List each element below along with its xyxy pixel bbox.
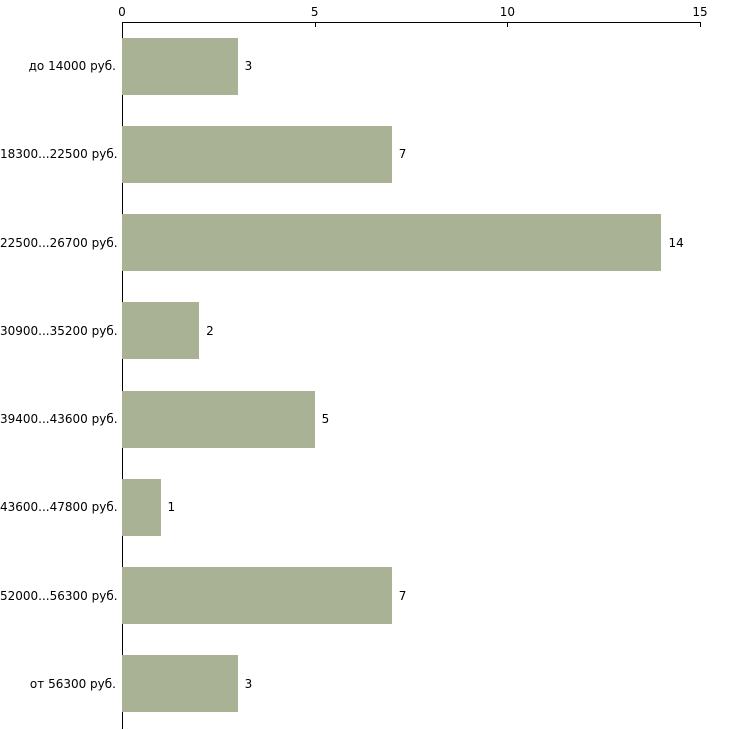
category-label: до 14000 руб. (28, 59, 116, 74)
bar (122, 655, 238, 713)
bar (122, 302, 200, 360)
value-label: 3 (244, 676, 253, 691)
x-tick-label: 5 (310, 5, 319, 19)
y-axis-line (122, 22, 123, 729)
bar-row: 18300...22500 руб. 7 (0, 110, 730, 198)
bar (122, 478, 161, 536)
value-label: 7 (398, 588, 407, 603)
x-axis-line (122, 22, 701, 23)
category-label: 52000...56300 руб. (0, 588, 118, 603)
bar (122, 567, 392, 625)
bar-row: 43600...47800 руб. 1 (0, 463, 730, 551)
bar-row: 39400...43600 руб. 5 (0, 375, 730, 463)
category-label: 22500...26700 руб. (0, 235, 118, 250)
bar-row: 52000...56300 руб. 7 (0, 552, 730, 640)
bar-row: 22500...26700 руб. 14 (0, 199, 730, 287)
x-tick-label: 15 (692, 5, 708, 19)
category-label: 18300...22500 руб. (0, 147, 118, 162)
bar-row: от 56300 руб. 3 (0, 640, 730, 728)
x-tick-label: 10 (499, 5, 515, 19)
bar (122, 125, 392, 183)
category-label: от 56300 руб. (29, 676, 116, 691)
x-tick-mark (314, 22, 316, 27)
category-label: 30900...35200 руб. (0, 323, 118, 338)
category-label: 39400...43600 руб. (0, 412, 118, 427)
x-tick-mark (507, 22, 509, 27)
x-tick-mark (700, 22, 701, 27)
bar (122, 214, 662, 272)
x-tick-label: 0 (118, 5, 126, 19)
value-label: 14 (668, 235, 684, 250)
bar-row: 30900...35200 руб. 2 (0, 287, 730, 375)
bar-row: до 14000 руб. 3 (0, 22, 730, 110)
value-label: 3 (244, 59, 253, 74)
bar-rows: до 14000 руб. 3 18300...22500 руб. 7 22500..… (0, 22, 730, 728)
bar (122, 37, 238, 95)
bar (122, 390, 315, 448)
x-tick-mark (122, 22, 123, 27)
value-label: 5 (321, 412, 330, 427)
value-label: 1 (167, 500, 176, 515)
value-label: 7 (398, 147, 407, 162)
category-label: 43600...47800 руб. (0, 500, 118, 515)
value-label: 2 (206, 323, 214, 338)
